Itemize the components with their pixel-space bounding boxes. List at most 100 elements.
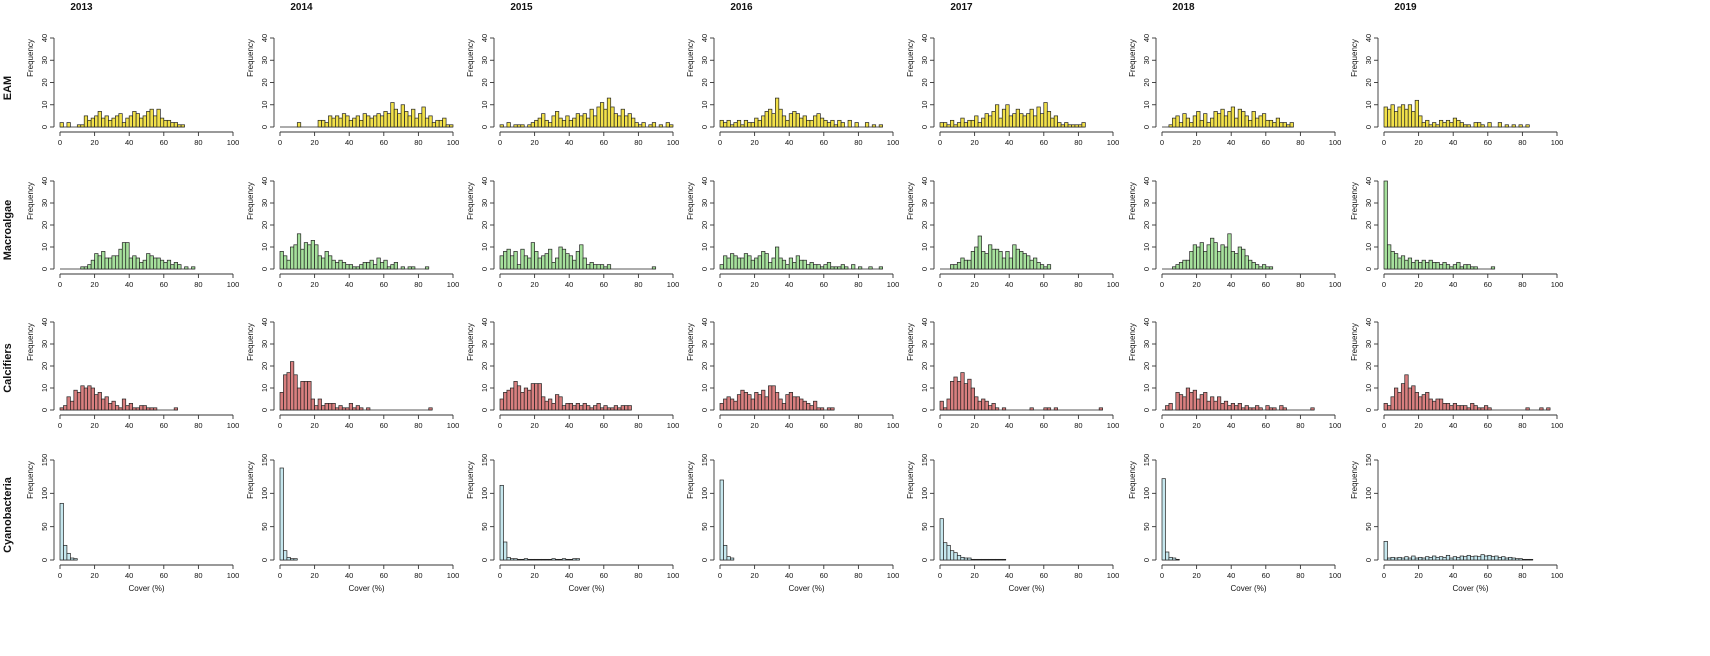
y-axis-label-cyanobacteria-2014: Frequency <box>246 461 255 499</box>
bar-macroalgae-2016-bin-22 <box>795 255 800 270</box>
bar-macroalgae-2018-bin-20 <box>1230 251 1236 270</box>
y-tick-label-eam-2014-30: 30 <box>260 56 269 64</box>
x-tick-label-calcifiers-2014-0: 0 <box>278 421 282 430</box>
x-tick-label-eam-2018-100: 100 <box>1329 138 1342 147</box>
y-axis-label-cyanobacteria-2015: Frequency <box>466 461 475 499</box>
bar-eam-2018-bin-37 <box>1289 122 1294 128</box>
bar-calcifiers-2015-bin-8 <box>527 389 532 411</box>
y-tick-label-macroalgae-2013-20: 20 <box>40 221 49 229</box>
bar-eam-2014-bin-15 <box>331 117 336 128</box>
bar-macroalgae-2015-bin-11 <box>537 257 542 270</box>
y-tick-label-calcifiers-2017-20: 20 <box>920 362 929 370</box>
bar-calcifiers-2015-bin-13 <box>544 400 549 411</box>
bar-eam-2014-bin-41 <box>421 106 426 128</box>
x-axis-label-2016: Cover (%) <box>788 584 824 593</box>
x-tick-label-macroalgae-2015-20: 20 <box>530 280 538 289</box>
bar-eam-2019-bin-5 <box>1400 104 1406 128</box>
y-tick-label-macroalgae-2013-30: 30 <box>40 199 49 207</box>
x-tick-label-cyanobacteria-2019-20: 20 <box>1414 571 1422 580</box>
bar-eam-2015-bin-37 <box>627 113 632 128</box>
y-tick-label-cyanobacteria-2016-150: 150 <box>700 454 709 467</box>
bar-macroalgae-2016-bin-30 <box>823 264 828 270</box>
x-tick-label-calcifiers-2019-60: 60 <box>1484 421 1492 430</box>
bar-calcifiers-2016-bin-14 <box>768 385 773 411</box>
bar-macroalgae-2014-bin-30 <box>383 259 388 270</box>
x-tick-label-eam-2013-40: 40 <box>125 138 133 147</box>
y-axis-label-macroalgae-2017: Frequency <box>906 182 915 220</box>
bar-eam-2017-bin-15 <box>991 111 996 128</box>
bar-macroalgae-2013-bin-14 <box>108 257 113 270</box>
x-tick-label-macroalgae-2016-80: 80 <box>854 280 862 289</box>
bar-calcifiers-2015-bin-12 <box>541 396 546 411</box>
bar-eam-2013-bin-23 <box>139 117 144 128</box>
bar-eam-2016-bin-26 <box>809 119 814 128</box>
bar-macroalgae-2013-bin-17 <box>118 248 123 270</box>
x-tick-label-cyanobacteria-2017-100: 100 <box>1107 571 1120 580</box>
bar-eam-2018-bin-12 <box>1203 113 1208 128</box>
bar-calcifiers-2017-bin-10 <box>974 396 979 411</box>
bar-eam-2014-bin-27 <box>373 115 378 128</box>
bar-macroalgae-2018-bin-16 <box>1217 251 1222 270</box>
bar-calcifiers-2019-bin-17 <box>1442 403 1447 411</box>
bar-cyanobacteria-2015-bin-22 <box>575 558 580 561</box>
bar-cyanobacteria-2019-bin-34 <box>1501 556 1506 561</box>
bar-calcifiers-2018-bin-5 <box>1178 394 1184 411</box>
y-tick-label-eam-2014-40: 40 <box>260 34 269 42</box>
bar-eam-2016-bin-18 <box>781 115 787 128</box>
bar-eam-2015-bin-11 <box>537 117 542 128</box>
x-tick-label-cyanobacteria-2015-80: 80 <box>634 571 642 580</box>
y-tick-label-cyanobacteria-2017-50: 50 <box>920 522 929 530</box>
bar-eam-2016-bin-5 <box>736 119 742 128</box>
bar-calcifiers-2014-bin-2 <box>286 372 291 411</box>
x-tick-label-eam-2015-60: 60 <box>600 138 608 147</box>
bar-eam-2019-bin-37 <box>1511 124 1516 128</box>
bar-calcifiers-2017-bin-33 <box>1053 407 1058 411</box>
y-tick-label-macroalgae-2017-40: 40 <box>920 177 929 185</box>
x-tick-label-macroalgae-2016-20: 20 <box>750 280 758 289</box>
bar-macroalgae-2017-bin-7 <box>963 259 969 270</box>
bar-cyanobacteria-2015-bin-13 <box>544 558 549 561</box>
y-axis-label-cyanobacteria-2016: Frequency <box>686 461 695 499</box>
bar-calcifiers-2015-bin-15 <box>551 403 556 411</box>
y-tick-label-calcifiers-2017-0: 0 <box>920 408 929 412</box>
bar-eam-2016-bin-42 <box>864 122 870 128</box>
bar-eam-2014-bin-20 <box>348 119 354 128</box>
bar-eam-2017-bin-29 <box>1039 113 1045 128</box>
bar-calcifiers-2019-bin-15 <box>1435 398 1440 411</box>
x-tick-label-calcifiers-2016-40: 40 <box>785 421 793 430</box>
bar-macroalgae-2015-bin-19 <box>565 253 570 270</box>
x-tick-label-calcifiers-2018-0: 0 <box>1160 421 1164 430</box>
bar-cyanobacteria-2013-bin-2 <box>66 552 71 561</box>
bar-calcifiers-2019-bin-19 <box>1449 405 1454 411</box>
bar-macroalgae-2016-bin-5 <box>736 257 742 270</box>
bar-eam-2018-bin-21 <box>1234 117 1239 128</box>
y-axis-label-macroalgae-2018: Frequency <box>1128 182 1137 220</box>
y-axis-label-cyanobacteria-2019: Frequency <box>1350 461 1359 499</box>
bar-macroalgae-2017-bin-24 <box>1022 253 1027 270</box>
bar-macroalgae-2013-bin-8 <box>87 264 92 270</box>
bar-eam-2014-bin-5 <box>296 122 302 128</box>
bar-calcifiers-2015-bin-11 <box>537 383 542 411</box>
bar-macroalgae-2016-bin-10 <box>754 257 759 270</box>
bar-macroalgae-2015-bin-4 <box>513 251 518 270</box>
bar-macroalgae-2016-bin-9 <box>750 259 755 270</box>
bar-calcifiers-2018-bin-9 <box>1192 389 1197 411</box>
bar-macroalgae-2018-bin-15 <box>1213 242 1218 270</box>
bar-eam-2014-bin-17 <box>338 117 343 128</box>
bar-eam-2015-bin-20 <box>568 119 574 128</box>
x-tick-label-macroalgae-2018-20: 20 <box>1192 280 1200 289</box>
bar-eam-2015-bin-10 <box>534 119 539 128</box>
bar-cyanobacteria-2015-bin-21 <box>572 558 577 561</box>
bar-macroalgae-2018-bin-26 <box>1251 262 1256 270</box>
x-tick-label-eam-2018-60: 60 <box>1262 138 1270 147</box>
bar-macroalgae-2019-bin-10 <box>1418 262 1423 270</box>
bar-eam-2013-bin-25 <box>146 111 151 128</box>
bar-macroalgae-2013-bin-27 <box>153 257 158 270</box>
bar-macroalgae-2014-bin-38 <box>411 266 416 270</box>
bar-macroalgae-2017-bin-26 <box>1029 259 1034 270</box>
bar-cyanobacteria-2017-bin-15 <box>991 558 996 561</box>
y-tick-label-calcifiers-2014-0: 0 <box>260 408 269 412</box>
y-tick-label-macroalgae-2018-10: 10 <box>1142 243 1151 251</box>
x-tick-label-eam-2014-40: 40 <box>345 138 353 147</box>
y-tick-label-calcifiers-2014-30: 30 <box>260 340 269 348</box>
